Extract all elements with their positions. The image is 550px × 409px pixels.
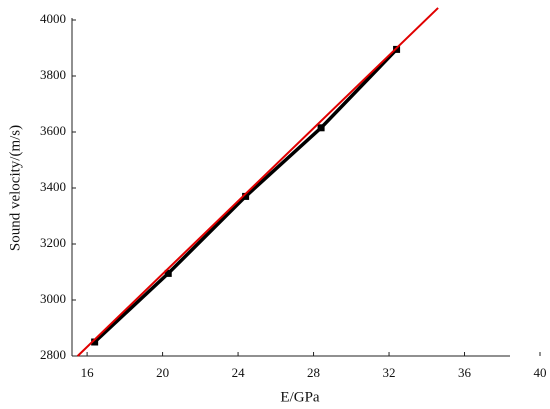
x-tick-label: 20 <box>156 365 169 380</box>
y-axis-title: Sound velocity/(m/s) <box>7 125 23 251</box>
y-tick-label: 3600 <box>40 123 66 138</box>
x-tick-label: 16 <box>81 365 95 380</box>
marker <box>164 269 172 277</box>
x-axis-title: E/GPa <box>280 389 320 405</box>
y-tick-label: 3800 <box>40 67 66 82</box>
x-tick-label: 28 <box>307 365 320 380</box>
y-tick-label: 2800 <box>40 347 66 362</box>
x-tick-label: 40 <box>534 365 547 380</box>
y-tick-label: 3000 <box>40 291 66 306</box>
series-line <box>76 7 439 357</box>
y-tick-label: 4000 <box>40 11 66 26</box>
x-tick-label: 36 <box>458 365 472 380</box>
y-tick-label: 3200 <box>40 235 66 250</box>
marker <box>317 124 325 132</box>
marker <box>242 192 250 200</box>
marker <box>91 338 99 346</box>
y-tick-label: 3400 <box>40 179 66 194</box>
x-tick-label: 32 <box>383 365 396 380</box>
x-tick-label: 24 <box>232 365 246 380</box>
